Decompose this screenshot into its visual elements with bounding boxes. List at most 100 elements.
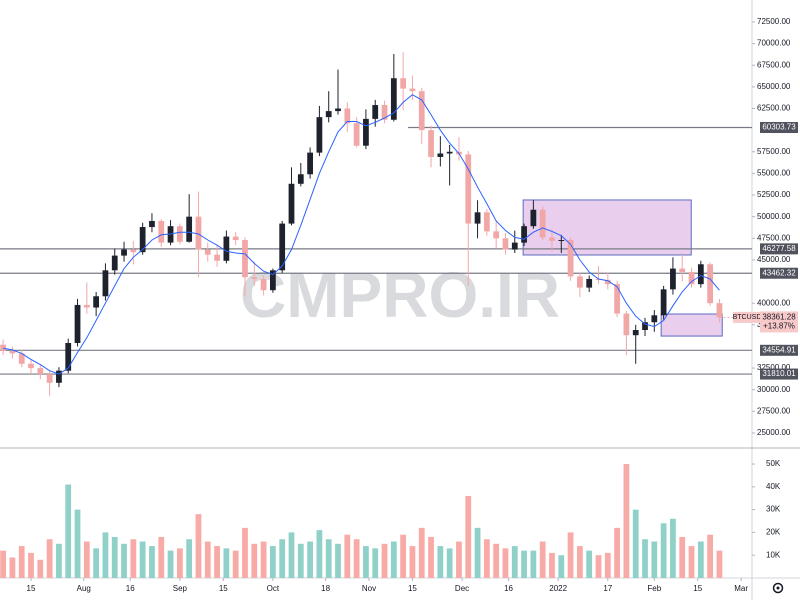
volume-bar: [9, 557, 16, 578]
candle-body: [18, 353, 25, 364]
candle-body: [539, 209, 546, 238]
candle-body: [130, 249, 137, 253]
candle-body: [242, 240, 248, 278]
candle-body: [232, 236, 239, 241]
level-label-bg: [760, 267, 798, 279]
candle-body: [623, 313, 630, 336]
volume-bar: [130, 539, 137, 578]
candle-body: [176, 226, 183, 242]
candle-body: [502, 238, 509, 250]
y-tick-label: 50000.00: [757, 212, 791, 221]
volume-bar: [511, 546, 518, 578]
candle-body: [409, 88, 416, 92]
gear-center[interactable]: [776, 586, 780, 590]
level-label-bg: [760, 344, 798, 356]
candle-body: [65, 342, 72, 371]
volume-bar: [279, 539, 286, 578]
volume-bar: [716, 550, 723, 578]
volume-bar: [56, 543, 62, 578]
candle-body: [586, 278, 593, 288]
x-tick-label: 16: [504, 584, 513, 593]
candle-body: [363, 118, 369, 146]
level-label: 46277.58: [762, 244, 796, 253]
candle-body: [483, 212, 490, 232]
gear[interactable]: [772, 582, 784, 594]
volume-bar: [214, 546, 220, 578]
candle-body: [716, 303, 723, 318]
volume-bar: [688, 546, 695, 578]
candle-body: [558, 240, 565, 242]
volume-bar: [0, 550, 6, 578]
volume-bar: [204, 541, 211, 578]
watermark: CMPRO.IR: [240, 259, 560, 331]
zone-box: [660, 313, 723, 337]
x-tick-label: 15: [408, 584, 417, 593]
candle-body: [9, 350, 16, 354]
volume-bar: [418, 527, 425, 578]
volume-bar: [158, 536, 165, 578]
candle-body: [530, 209, 537, 227]
volume-bar: [660, 523, 667, 578]
candle-body: [679, 268, 686, 273]
candle-body: [577, 276, 583, 288]
volume-bar: [558, 555, 565, 578]
candle-body: [493, 231, 500, 239]
candle-body: [111, 255, 118, 271]
volume-bar: [446, 548, 453, 578]
candle-body: [604, 279, 611, 285]
candle-body: [400, 78, 407, 89]
x-tick-label: Sep: [173, 584, 188, 593]
volume-tick-label: 20K: [766, 528, 781, 537]
candle-body: [270, 270, 276, 291]
volume-bar: [111, 536, 118, 578]
candle-body: [260, 278, 267, 291]
symbol-label-bg: [733, 311, 761, 323]
volume-bar: [325, 539, 332, 578]
y-tick-label: 30000.00: [757, 385, 791, 394]
candle-body: [121, 249, 127, 256]
y-tick-label: 70000.00: [757, 39, 791, 48]
volume-bar: [28, 552, 34, 578]
change-label: +13.87%: [763, 321, 795, 330]
volume-bar: [242, 527, 248, 578]
volume-bar: [632, 509, 639, 578]
volume-bar: [93, 548, 100, 578]
zone-box: [522, 199, 692, 256]
volume-bar: [428, 536, 434, 578]
candle-body: [632, 330, 639, 336]
volume-tick-label: 10K: [766, 550, 781, 559]
volume-bar: [493, 543, 500, 578]
candle-body: [707, 264, 714, 304]
y-tick-label: 52500.00: [757, 190, 791, 199]
x-tick-label: 18: [321, 584, 330, 593]
candle-body: [335, 108, 341, 112]
x-tick-label: Aug: [77, 584, 91, 593]
volume-bar: [502, 548, 509, 578]
volume-bar: [651, 541, 658, 578]
candle-body: [446, 151, 453, 154]
y-tick-label: 40000.00: [757, 298, 791, 307]
volume-bar: [223, 548, 230, 578]
volume-bar: [539, 541, 546, 578]
candle-body: [288, 183, 295, 224]
candle-body: [697, 264, 704, 285]
volume-bar: [297, 543, 304, 578]
volume-bar: [390, 541, 397, 578]
y-tick-label: 55000.00: [757, 169, 791, 178]
candle-body: [372, 105, 379, 119]
candle-body: [28, 363, 34, 369]
settings-icon[interactable]: [772, 582, 784, 594]
volume-bar: [642, 539, 648, 578]
volume-bar: [344, 534, 351, 578]
candle-body: [521, 226, 527, 243]
volume-bar: [186, 539, 193, 578]
volume-bar: [577, 546, 583, 578]
volume-bar: [363, 546, 369, 578]
price-label-bg: [760, 311, 798, 333]
candle-body: [204, 249, 211, 255]
volume-bar: [74, 509, 81, 578]
volume-bar: [567, 532, 574, 578]
level-label: 31810.01: [762, 369, 796, 378]
candle-body: [186, 216, 193, 242]
